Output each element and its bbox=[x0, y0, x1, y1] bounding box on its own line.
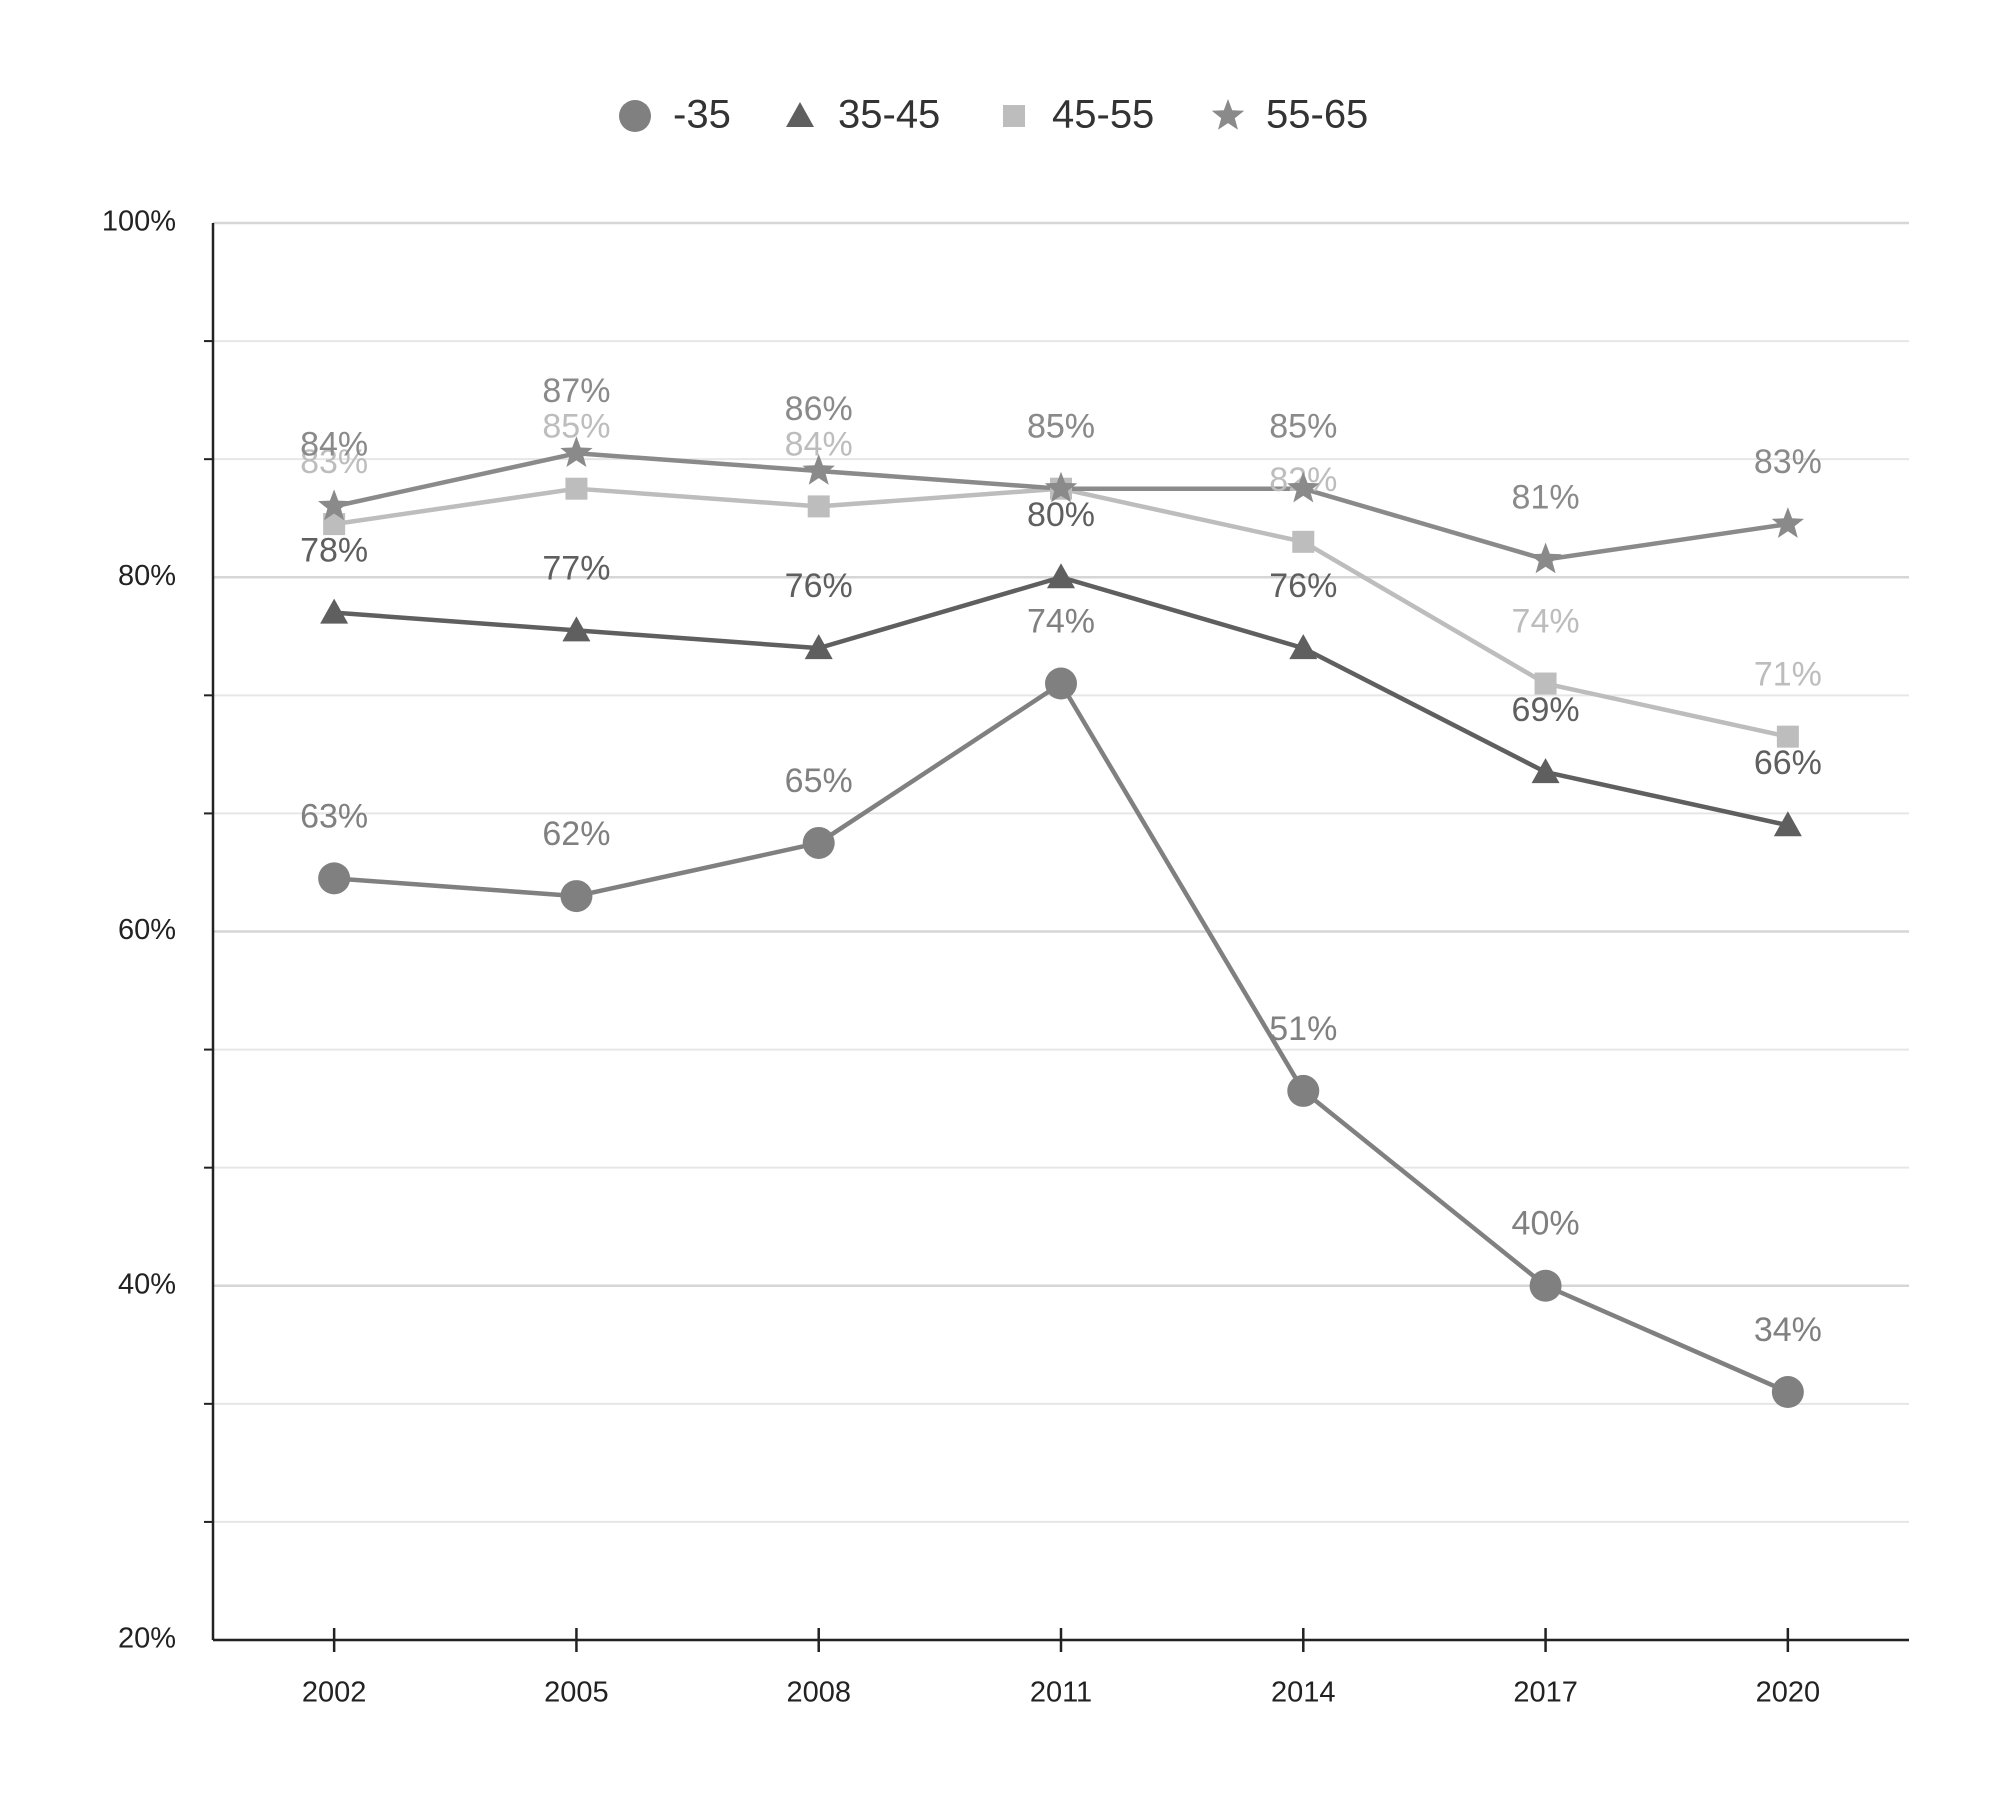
data-label: 83% bbox=[300, 443, 368, 481]
data-point bbox=[560, 436, 593, 467]
legend-marker bbox=[786, 102, 814, 127]
data-point bbox=[1289, 634, 1318, 660]
data-label: 69% bbox=[1512, 691, 1580, 729]
data-point bbox=[802, 826, 835, 859]
legend-marker bbox=[1211, 99, 1245, 130]
legend-marker bbox=[619, 100, 651, 132]
legend-label: 45-55 bbox=[1052, 93, 1154, 137]
legend-label: 55-65 bbox=[1266, 93, 1368, 137]
data-label: 77% bbox=[542, 549, 610, 587]
data-point bbox=[1292, 530, 1315, 553]
legend-marker bbox=[1003, 105, 1025, 127]
data-label: 74% bbox=[1512, 603, 1580, 641]
data-point bbox=[804, 634, 833, 660]
data-point bbox=[1776, 725, 1799, 748]
x-tick-label: 2005 bbox=[544, 1677, 609, 1709]
data-point bbox=[1287, 1074, 1320, 1107]
y-tick-label: 80% bbox=[118, 560, 176, 592]
data-label: 62% bbox=[542, 815, 610, 853]
data-label: 66% bbox=[1754, 744, 1822, 782]
data-label: 74% bbox=[1027, 603, 1095, 641]
data-point bbox=[320, 598, 349, 624]
data-label: 87% bbox=[542, 372, 610, 410]
data-label: 80% bbox=[1027, 496, 1095, 534]
data-point bbox=[562, 616, 591, 642]
x-tick-label: 2008 bbox=[786, 1677, 851, 1709]
data-label: 76% bbox=[1269, 567, 1337, 605]
data-label: 78% bbox=[300, 532, 368, 570]
data-label: 83% bbox=[1754, 443, 1822, 481]
y-tick-label: 40% bbox=[118, 1268, 176, 1300]
data-label: 71% bbox=[1754, 656, 1822, 694]
data-label: 34% bbox=[1754, 1311, 1822, 1349]
data-point bbox=[1534, 672, 1557, 695]
legend-label: 35-45 bbox=[838, 93, 940, 137]
x-tick-label: 2014 bbox=[1271, 1677, 1336, 1709]
data-point bbox=[565, 477, 588, 500]
x-tick-label: 2017 bbox=[1513, 1677, 1578, 1709]
data-label: 81% bbox=[1512, 479, 1580, 517]
data-label: 63% bbox=[300, 797, 368, 835]
data-point bbox=[1529, 1269, 1562, 1302]
data-point bbox=[1287, 471, 1320, 503]
data-point bbox=[560, 880, 593, 913]
data-point bbox=[323, 513, 346, 536]
y-tick-label: 20% bbox=[118, 1623, 176, 1655]
data-point bbox=[318, 489, 351, 521]
data-point bbox=[1045, 667, 1077, 700]
data-point bbox=[1771, 1376, 1804, 1409]
data-point bbox=[807, 495, 830, 518]
data-point bbox=[802, 454, 835, 485]
data-point bbox=[1047, 563, 1075, 589]
data-label: 65% bbox=[785, 762, 853, 800]
data-point bbox=[1531, 758, 1560, 784]
x-tick-label: 2020 bbox=[1756, 1677, 1821, 1709]
x-tick-label: 2002 bbox=[302, 1677, 367, 1709]
data-point bbox=[1771, 507, 1804, 538]
x-tick-label: 2011 bbox=[1030, 1677, 1092, 1709]
legend-label: -35 bbox=[673, 93, 731, 137]
y-tick-label: 100% bbox=[102, 206, 176, 238]
y-tick-label: 60% bbox=[118, 914, 176, 946]
data-label: 85% bbox=[1027, 408, 1095, 446]
data-label: 86% bbox=[785, 390, 853, 428]
data-label: 40% bbox=[1512, 1205, 1580, 1243]
data-point bbox=[318, 862, 351, 895]
data-label: 51% bbox=[1269, 1010, 1337, 1048]
data-label: 85% bbox=[1027, 408, 1095, 446]
data-label: 84% bbox=[300, 425, 368, 463]
data-label: 76% bbox=[785, 567, 853, 605]
data-label: 85% bbox=[1269, 408, 1337, 446]
data-point bbox=[1773, 811, 1802, 837]
data-point bbox=[1529, 542, 1562, 574]
data-point bbox=[1044, 471, 1078, 503]
